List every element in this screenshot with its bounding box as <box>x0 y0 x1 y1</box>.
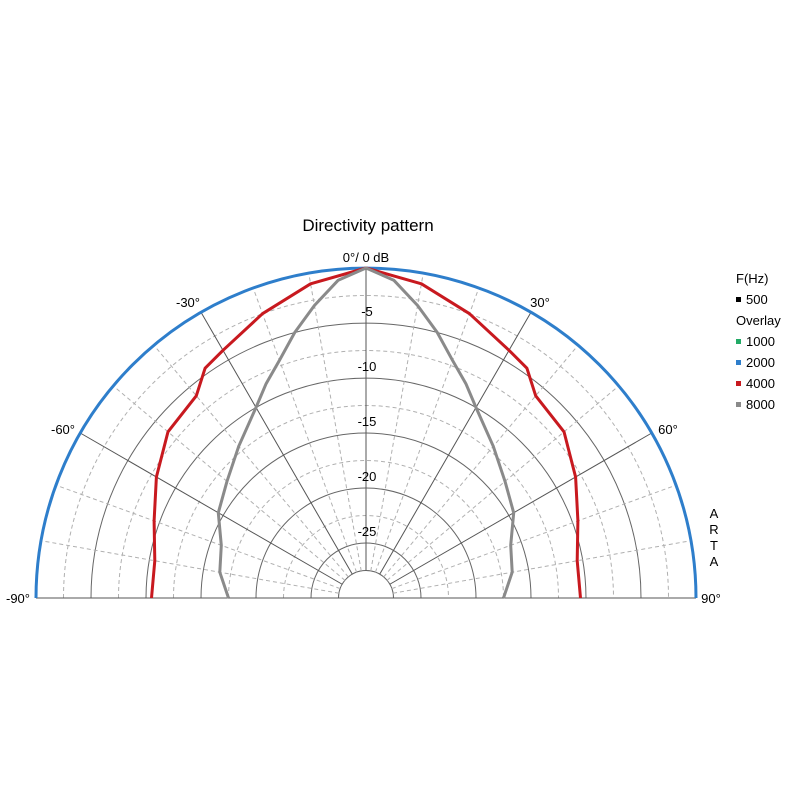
legend-item-2000: 2000 <box>736 352 781 373</box>
legend-header: F(Hz) <box>736 271 769 286</box>
legend-label-base: 500 <box>746 292 768 307</box>
angle-labels: -90° -60° -30° 30° 60° 90° 0°/ 0 dB <box>6 250 721 606</box>
grid-spoke-minor <box>386 385 620 581</box>
angle-label: -90° <box>6 591 30 606</box>
radial-tick-label: -5 <box>361 304 373 319</box>
grid-spoke-minor <box>308 272 362 572</box>
legend-label-1000: 1000 <box>746 334 775 349</box>
radial-tick-label: -25 <box>358 524 377 539</box>
grid-spoke-minor <box>112 385 346 581</box>
legend-label-2000: 2000 <box>746 355 775 370</box>
legend: F(Hz) 500 Overlay 1000 2000 4000 8000 <box>736 268 781 415</box>
grid-spoke-minor <box>370 272 424 572</box>
legend-item-8000: 8000 <box>736 394 781 415</box>
grid-arc-minor <box>228 460 504 599</box>
chart-title: Directivity pattern <box>302 216 434 235</box>
top-angle-label: 0°/ 0 dB <box>343 250 389 265</box>
grid-spoke-minor <box>40 540 340 594</box>
series-layer <box>34 266 698 599</box>
grid-spoke-major <box>79 432 343 585</box>
legend-swatch-1000 <box>736 339 741 344</box>
legend-swatch-4000 <box>736 381 741 386</box>
radial-tick-labels: -5 -10 -15 -20 -25 <box>358 304 377 539</box>
grid-spoke-minor <box>392 540 692 594</box>
grid-spoke-minor <box>383 344 579 578</box>
legend-label-4000: 4000 <box>746 376 775 391</box>
grid-spoke-major <box>389 432 653 585</box>
legend-item-1000: 1000 <box>736 331 781 352</box>
legend-overlay-header: Overlay <box>736 313 781 328</box>
grid-spoke-major <box>379 311 532 575</box>
grid-spoke-minor <box>374 287 480 573</box>
grid-spoke-major <box>200 311 353 575</box>
arta-letter: A <box>709 554 719 569</box>
angle-label: -30° <box>176 295 200 310</box>
legend-swatch-2000 <box>736 360 741 365</box>
grid-spoke-minor <box>391 484 677 590</box>
series-line-8000 <box>216 266 516 599</box>
angle-label: 30° <box>530 295 550 310</box>
legend-swatch-base <box>736 297 741 302</box>
radial-tick-label: -15 <box>358 414 377 429</box>
legend-item-4000: 4000 <box>736 373 781 394</box>
legend-label-8000: 8000 <box>746 397 775 412</box>
arta-letter: T <box>710 538 718 553</box>
angle-label: 60° <box>658 422 678 437</box>
legend-item-base: 500 <box>736 289 781 310</box>
arta-watermark: A R T A <box>708 506 720 570</box>
angle-label: -60° <box>51 422 75 437</box>
grid-spoke-minor <box>252 287 358 573</box>
radial-tick-label: -20 <box>358 469 377 484</box>
grid-spoke-minor <box>55 484 341 590</box>
grid-arc-minor <box>63 295 669 599</box>
legend-swatch-8000 <box>736 402 741 407</box>
arta-letter: A <box>709 506 719 521</box>
angle-label: 90° <box>701 591 721 606</box>
radial-tick-label: -10 <box>358 359 377 374</box>
arta-letter: R <box>709 522 719 537</box>
grid-spoke-minor <box>153 344 349 578</box>
